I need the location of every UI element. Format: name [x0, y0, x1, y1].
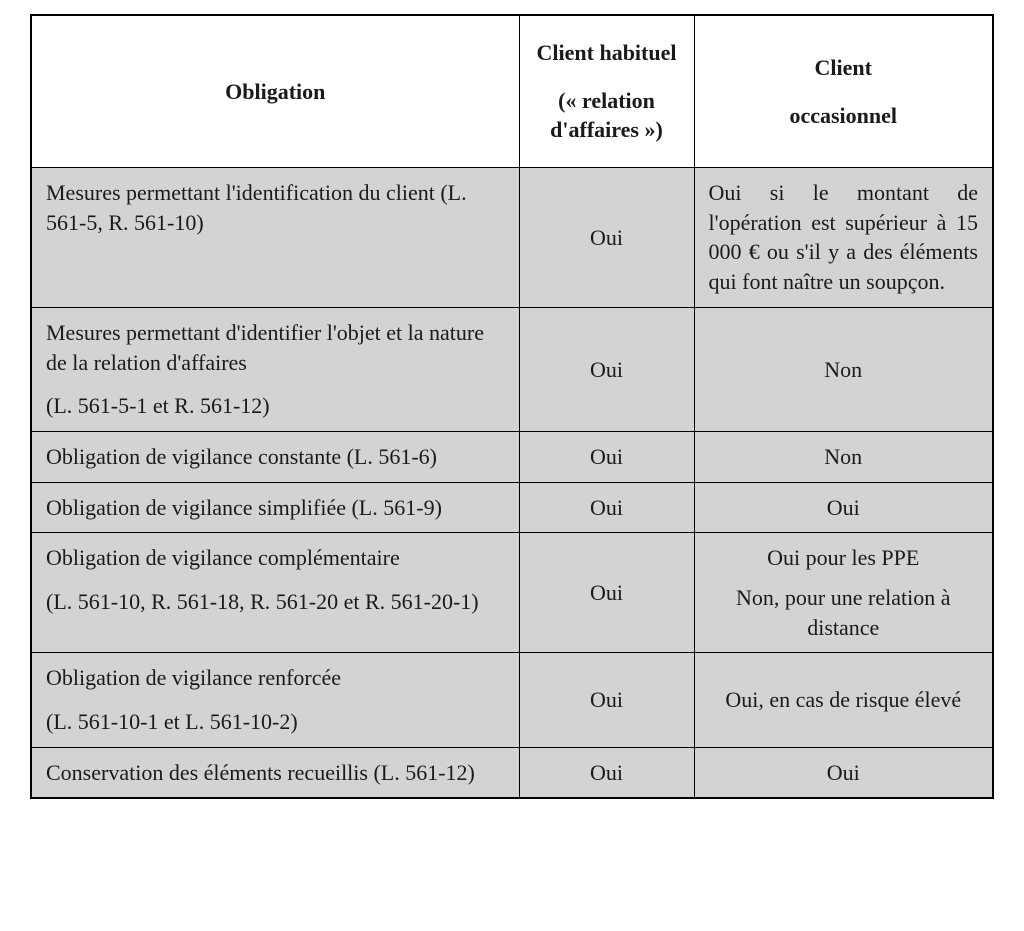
col-header-habituel-line1: Client habituel [537, 40, 677, 65]
habituel-value: Oui [590, 687, 623, 712]
cell-obligation: Obligation de vigilance constante (L. 56… [31, 431, 519, 482]
occasionnel-value: Oui, en cas de risque élevé [725, 687, 961, 712]
table-row: Mesures permettant d'identifier l'objet … [31, 307, 993, 431]
table-row: Obligation de vigilance complémentaire (L… [31, 533, 993, 653]
occasionnel-value-line2: Non, pour une relation à distance [709, 583, 979, 642]
cell-habituel: Oui [519, 653, 694, 747]
cell-occasionnel: Non [694, 307, 993, 431]
col-header-occasionnel: Client occasionnel [694, 15, 993, 168]
obligation-ref: (L. 561-10, R. 561-18, R. 561-20 et R. 5… [46, 587, 505, 617]
cell-occasionnel: Oui, en cas de risque élevé [694, 653, 993, 747]
cell-habituel: Oui [519, 307, 694, 431]
col-header-obligation-text: Obligation [225, 79, 325, 104]
table-row: Conservation des éléments recueillis (L.… [31, 747, 993, 798]
col-header-habituel-line2: (« relation d'affaires ») [534, 86, 680, 145]
table-row: Obligation de vigilance renforcée (L. 561… [31, 653, 993, 747]
col-header-obligation: Obligation [31, 15, 519, 168]
cell-occasionnel: Oui si le montant de l'opération est sup… [694, 168, 993, 308]
obligation-ref: (L. 561-10-1 et L. 561-10-2) [46, 707, 505, 737]
obligation-ref: (L. 561-5-1 et R. 561-12) [46, 391, 505, 421]
table-header-row: Obligation Client habituel (« relation d… [31, 15, 993, 168]
obligation-title: Obligation de vigilance complémentaire [46, 543, 505, 573]
cell-habituel: Oui [519, 747, 694, 798]
obligation-title: Obligation de vigilance renforcée [46, 663, 505, 693]
cell-habituel: Oui [519, 482, 694, 533]
table-row: Obligation de vigilance constante (L. 56… [31, 431, 993, 482]
cell-occasionnel: Oui pour les PPE Non, pour une relation à… [694, 533, 993, 653]
cell-occasionnel: Non [694, 431, 993, 482]
obligation-title: Obligation de vigilance constante (L. 56… [46, 442, 505, 472]
cell-obligation: Mesures permettant d'identifier l'objet … [31, 307, 519, 431]
cell-obligation: Conservation des éléments recueillis (L.… [31, 747, 519, 798]
table-header: Obligation Client habituel (« relation d… [31, 15, 993, 168]
table-body: Mesures permettant l'identification du c… [31, 168, 993, 799]
habituel-value: Oui [590, 760, 623, 785]
obligation-title: Mesures permettant d'identifier l'objet … [46, 318, 505, 377]
table-row: Obligation de vigilance simplifiée (L. 5… [31, 482, 993, 533]
occasionnel-value: Oui si le montant de l'opération est sup… [709, 180, 979, 294]
col-header-occasionnel-line1: Client [815, 55, 872, 80]
cell-habituel: Oui [519, 168, 694, 308]
habituel-value: Oui [590, 580, 623, 605]
occasionnel-value: Non [824, 357, 862, 382]
cell-obligation: Obligation de vigilance renforcée (L. 561… [31, 653, 519, 747]
page: Obligation Client habituel (« relation d… [0, 0, 1024, 829]
occasionnel-value: Oui pour les PPE [767, 545, 919, 570]
obligation-title: Mesures permettant l'identification du c… [46, 178, 505, 237]
occasionnel-value: Non [824, 444, 862, 469]
cell-habituel: Oui [519, 431, 694, 482]
habituel-value: Oui [590, 495, 623, 520]
habituel-value: Oui [590, 357, 623, 382]
obligation-title: Obligation de vigilance simplifiée (L. 5… [46, 493, 505, 523]
cell-obligation: Obligation de vigilance simplifiée (L. 5… [31, 482, 519, 533]
col-header-habituel: Client habituel (« relation d'affaires »… [519, 15, 694, 168]
occasionnel-value: Oui [827, 760, 860, 785]
cell-obligation: Mesures permettant l'identification du c… [31, 168, 519, 308]
col-header-occasionnel-line2: occasionnel [709, 101, 979, 131]
cell-habituel: Oui [519, 533, 694, 653]
occasionnel-value: Oui [827, 495, 860, 520]
habituel-value: Oui [590, 225, 623, 250]
obligations-table: Obligation Client habituel (« relation d… [30, 14, 994, 799]
cell-occasionnel: Oui [694, 747, 993, 798]
habituel-value: Oui [590, 444, 623, 469]
obligation-title: Conservation des éléments recueillis (L.… [46, 758, 505, 788]
table-row: Mesures permettant l'identification du c… [31, 168, 993, 308]
cell-obligation: Obligation de vigilance complémentaire (L… [31, 533, 519, 653]
cell-occasionnel: Oui [694, 482, 993, 533]
